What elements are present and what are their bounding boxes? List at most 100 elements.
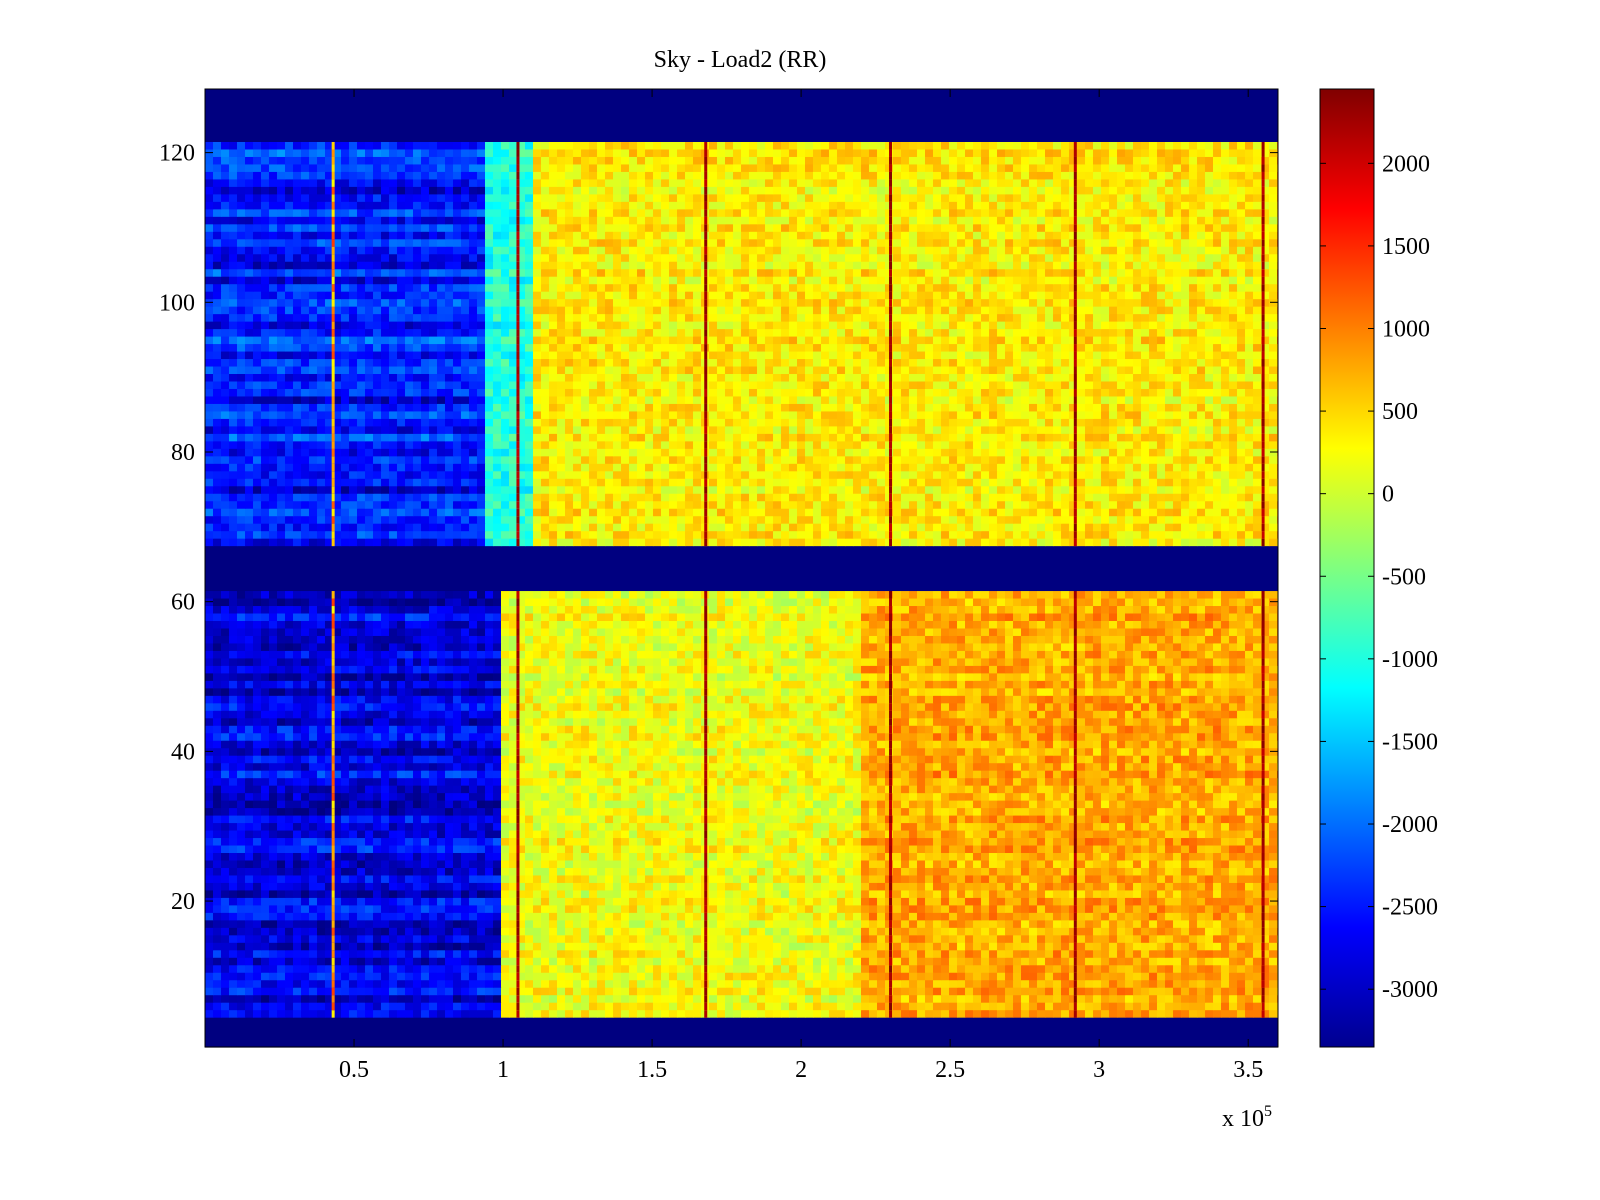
heatmap-cell [821,979,830,988]
heatmap-cell [477,912,486,921]
heatmap-cell [637,747,646,756]
heatmap-cell [261,934,270,943]
heatmap-cell [293,814,302,824]
heatmap-cell [1045,837,1054,846]
heatmap-cell [621,942,630,951]
heatmap-cell [213,800,222,809]
masked-row [205,1032,1278,1041]
heatmap-cell [389,762,398,771]
heatmap-cell [1101,927,1110,936]
heatmap-cell [1165,987,1174,996]
heatmap-cell [901,755,910,764]
bright-column-segment [331,777,335,786]
heatmap-cell [909,837,918,846]
heatmap-cell [325,807,334,816]
heatmap-cell [717,844,726,854]
heatmap-cell [917,777,926,786]
heatmap-cell [221,844,230,854]
heatmap-cell [333,837,342,846]
heatmap-cell [1125,867,1134,876]
heatmap-cell [1181,814,1190,824]
heatmap-cell [405,934,414,943]
heatmap-cell [709,1009,718,1018]
heatmap-cell [1005,957,1014,966]
heatmap-cell [1173,889,1182,898]
heatmap-cell [965,822,974,831]
heatmap-cell [389,957,398,966]
heatmap-cell [877,889,886,898]
heatmap-cell [837,972,846,981]
heatmap-cell [797,814,806,824]
heatmap-cell [773,979,782,988]
heatmap-cell [981,994,990,1003]
heatmap-cell [669,762,678,771]
heatmap-cell [1077,844,1086,854]
heatmap-cell [773,770,782,779]
heatmap-cell [637,964,646,973]
heatmap-cell [277,904,286,913]
heatmap-cell [837,927,846,936]
heatmap-cell [461,949,470,958]
heatmap-cell [205,1009,214,1018]
heatmap-cell [245,979,254,988]
heatmap-cell [341,867,350,876]
heatmap-cell [317,987,326,996]
heatmap-cell [293,755,302,764]
heatmap-cell [1045,919,1054,928]
heatmap-cell [1077,1002,1086,1011]
heatmap-cell [1029,927,1038,936]
bright-column-segment [889,904,893,913]
heatmap-cell [613,770,622,779]
heatmap-cell [1101,882,1110,891]
heatmap-cell [1037,964,1046,973]
heatmap-cell [645,904,654,913]
heatmap-cell [1117,942,1126,951]
heatmap-cell [589,755,598,764]
heatmap-cell [989,889,998,898]
bright-column-segment [1073,934,1077,943]
bright-column-segment [889,942,893,951]
heatmap-cell [1093,777,1102,786]
heatmap-cell [669,770,678,779]
heatmap-cell [837,897,846,906]
heatmap-cell [621,889,630,898]
heatmap-cell [613,889,622,898]
heatmap-cell [1061,882,1070,891]
heatmap-cell [741,949,750,958]
heatmap-cell [541,800,550,809]
bright-column-segment [889,755,893,764]
heatmap-cell [997,987,1006,996]
heatmap-cell [557,874,566,883]
heatmap-cell [557,994,566,1003]
heatmap-cell [237,889,246,898]
bright-column-segment [889,867,893,876]
heatmap-cell [277,770,286,779]
heatmap-cell [229,770,238,779]
heatmap-cell [901,927,910,936]
heatmap-cell [653,747,662,756]
heatmap-cell [621,800,630,809]
heatmap-cell [357,972,366,981]
heatmap-cell [1093,912,1102,921]
heatmap-cell [341,972,350,981]
heatmap-cell [749,837,758,846]
heatmap-cell [1133,762,1142,771]
heatmap-cell [373,807,382,816]
heatmap-cell [1013,889,1022,898]
heatmap-cell [1093,867,1102,876]
heatmap-cell [765,822,774,831]
heatmap-cell [389,844,398,854]
heatmap-cell [1197,792,1206,801]
heatmap-cell [1253,837,1262,846]
heatmap-cell [845,994,854,1003]
heatmap-cell [717,897,726,906]
heatmap-cell [661,814,670,824]
heatmap-cell [493,904,502,913]
heatmap-cell [661,844,670,854]
heatmap-cell [309,964,318,973]
heatmap-cell [485,957,494,966]
heatmap-cell [1069,762,1078,771]
heatmap-cell [1213,994,1222,1003]
heatmap-cell [789,882,798,891]
heatmap-cell [317,837,326,846]
